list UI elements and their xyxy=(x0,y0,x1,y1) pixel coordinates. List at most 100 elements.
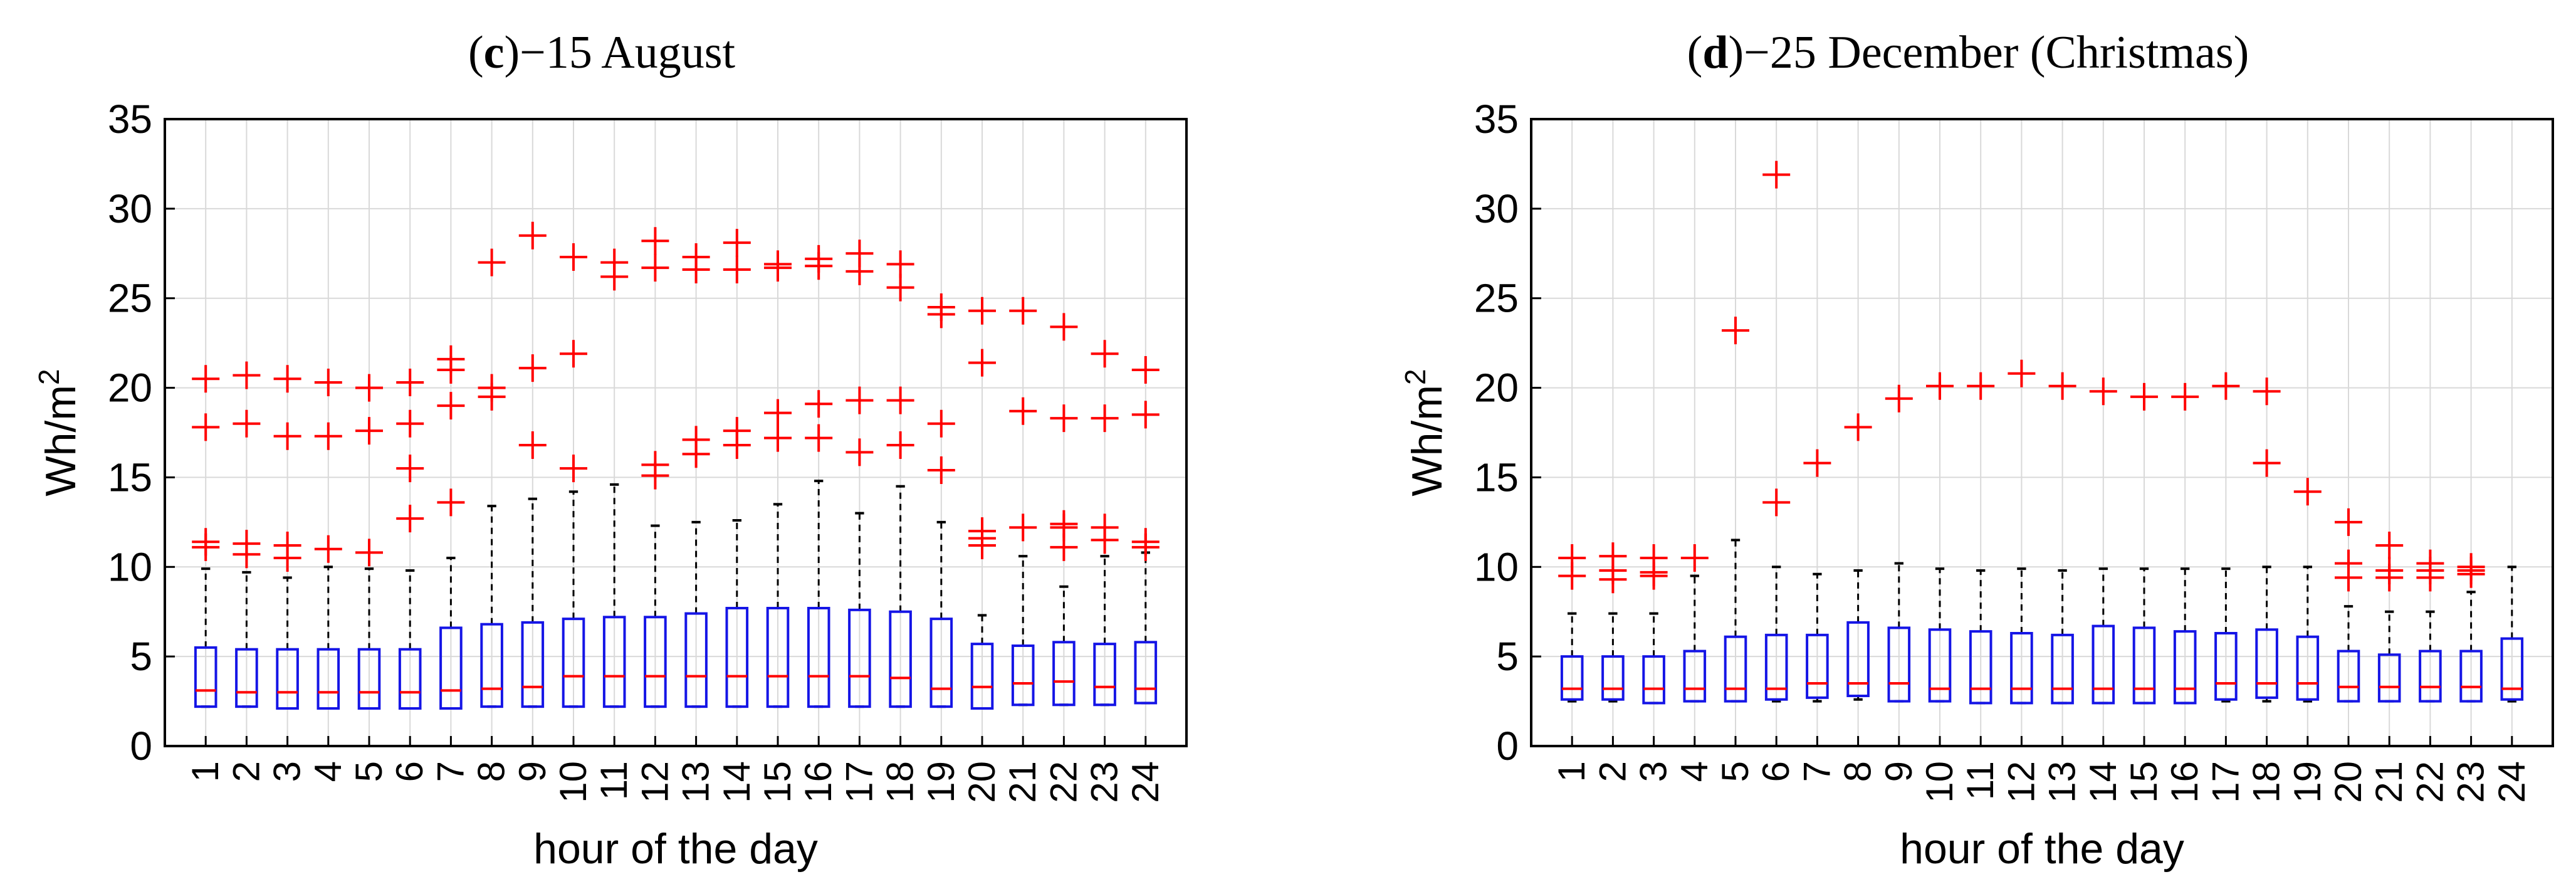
outlier-hour-6 xyxy=(396,505,424,533)
x-tick-label: 10 xyxy=(1919,761,1961,803)
box-hour-4 xyxy=(1683,649,1707,703)
box-hour-1 xyxy=(1560,655,1584,701)
x-tick-label: 15 xyxy=(757,761,798,803)
outlier-hour-18 xyxy=(886,273,914,302)
outlier-hour-6 xyxy=(1762,488,1791,517)
x-tick-label: 20 xyxy=(961,761,1003,803)
y-tick-label: 10 xyxy=(108,544,152,589)
outlier-hour-7 xyxy=(437,488,465,517)
x-tick-label: 17 xyxy=(838,761,880,803)
outlier-hour-16 xyxy=(2171,382,2199,411)
outlier-hour-8 xyxy=(1844,413,1872,441)
outlier-hour-21 xyxy=(1009,297,1037,325)
box-hour-14 xyxy=(725,607,749,708)
x-tick-label: 4 xyxy=(1673,761,1715,782)
outlier-hour-19 xyxy=(927,293,955,321)
box-hour-14 xyxy=(2092,624,2115,705)
outlier-hour-22 xyxy=(1050,313,1078,341)
x-tick-label: 24 xyxy=(1124,761,1166,803)
outlier-hour-11 xyxy=(1967,372,1995,400)
box-hour-20 xyxy=(970,643,994,710)
y-tick-label: 10 xyxy=(1474,544,1519,589)
outlier-hour-23 xyxy=(1091,513,1119,542)
outlier-hour-18 xyxy=(886,250,914,278)
outlier-hour-1 xyxy=(192,528,220,556)
x-tick-label: 6 xyxy=(1755,761,1797,782)
box-hour-21 xyxy=(1011,644,1035,707)
outlier-hour-5 xyxy=(355,539,383,567)
box-hour-17 xyxy=(848,608,871,708)
box-hour-10 xyxy=(562,618,585,708)
panel-d-axes-frame xyxy=(1530,118,2554,747)
outlier-hour-5 xyxy=(355,417,383,445)
x-tick-label: 7 xyxy=(429,761,471,782)
panel-c-y-axis-label: Wh/m2 xyxy=(33,369,85,496)
box-hour-13 xyxy=(2051,633,2074,705)
x-tick-label: 22 xyxy=(1042,761,1084,803)
outlier-hour-15 xyxy=(764,250,792,278)
outlier-hour-17 xyxy=(2212,372,2240,400)
box-hour-13 xyxy=(684,612,708,708)
y-tick-label: 0 xyxy=(130,723,152,769)
outlier-hour-22 xyxy=(1050,404,1078,433)
panel-c-title: (c)−15 August xyxy=(468,27,736,78)
outlier-hour-2 xyxy=(233,530,261,558)
outlier-hour-21 xyxy=(1009,397,1037,425)
x-tick-label: 7 xyxy=(1796,761,1838,782)
x-tick-label: 24 xyxy=(2491,761,2533,803)
panel-d-title-label: d xyxy=(1702,27,1728,78)
x-tick-label: 12 xyxy=(2000,761,2042,803)
outlier-hour-6 xyxy=(396,409,424,438)
box-hour-22 xyxy=(1052,641,1076,707)
outlier-hour-2 xyxy=(233,409,261,438)
outlier-hour-9 xyxy=(518,431,547,459)
outlier-hour-2 xyxy=(233,361,261,389)
outlier-hour-19 xyxy=(2293,478,2322,506)
outlier-hour-14 xyxy=(723,229,751,257)
box-hour-7 xyxy=(1806,633,1829,699)
outlier-hour-3 xyxy=(273,422,301,450)
box-hour-18 xyxy=(2255,628,2278,699)
outlier-hour-24 xyxy=(1131,401,1160,429)
box-hour-8 xyxy=(1846,621,1870,697)
outlier-hour-12 xyxy=(641,451,669,479)
x-tick-label: 12 xyxy=(634,761,676,803)
x-tick-label: 10 xyxy=(552,761,594,803)
panel-c-plot-area xyxy=(165,119,1186,746)
box-hour-21 xyxy=(2377,653,2401,703)
outlier-hour-14 xyxy=(723,417,751,445)
outlier-hour-3 xyxy=(273,532,301,559)
panel-d-title: (d)−25 December (Christmas) xyxy=(1687,27,2249,78)
outlier-hour-19 xyxy=(927,456,955,484)
panel-c-boxes xyxy=(192,221,1160,710)
x-tick-label: 13 xyxy=(675,761,717,803)
x-tick-label: 9 xyxy=(511,761,553,782)
outlier-hour-24 xyxy=(1131,528,1160,556)
outlier-hour-23 xyxy=(2457,553,2485,581)
y-tick-label: 15 xyxy=(1474,455,1519,500)
panel-d-y-ticks: 0 5 10 15 20 25 30 35 xyxy=(1474,97,1541,769)
outlier-hour-1 xyxy=(192,413,220,441)
outlier-hour-7 xyxy=(437,345,465,373)
x-tick-label: 22 xyxy=(2409,761,2451,803)
x-tick-label: 15 xyxy=(2123,761,2165,803)
y-tick-label: 25 xyxy=(1474,276,1519,321)
box-hour-15 xyxy=(2132,626,2156,705)
x-tick-label: 4 xyxy=(307,761,349,782)
outlier-hour-20 xyxy=(968,297,996,325)
panel-d-x-axis-label: hour of the day xyxy=(1900,825,2184,873)
y-tick-label: 35 xyxy=(1474,97,1519,142)
y-tick-label: 15 xyxy=(108,455,152,500)
box-hour-22 xyxy=(2419,649,2442,703)
x-tick-label: 16 xyxy=(797,761,839,803)
outlier-hour-4 xyxy=(314,422,342,450)
outlier-hour-4 xyxy=(314,369,342,396)
box-hour-2 xyxy=(1601,655,1625,701)
box-hour-8 xyxy=(480,623,503,708)
outlier-hour-2 xyxy=(1599,542,1627,571)
outlier-hour-16 xyxy=(805,390,833,418)
outlier-hour-17 xyxy=(846,438,874,466)
x-tick-label: 3 xyxy=(1633,761,1675,782)
box-hour-12 xyxy=(644,616,667,708)
